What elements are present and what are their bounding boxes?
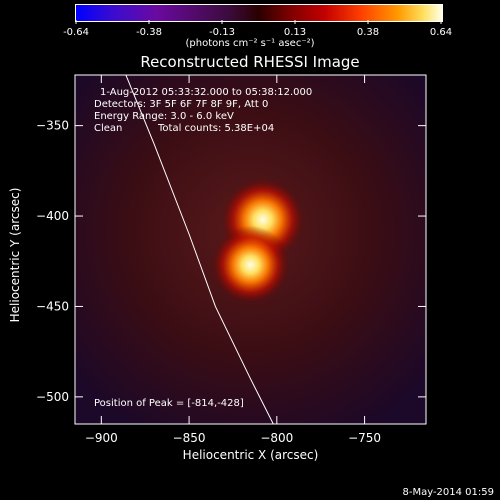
y-axis-label: Heliocentric Y (arcsec): [8, 187, 22, 323]
x-tick-label: −750: [348, 431, 381, 445]
x-tick-label: −900: [85, 431, 118, 445]
colorbar-tick-label: 0.13: [284, 27, 306, 38]
annotation-method: Clean: [94, 123, 123, 134]
y-tick-label: −500: [36, 390, 69, 404]
x-tick-label: −800: [260, 431, 293, 445]
colorbar-tick-label: -0.38: [136, 27, 162, 38]
colorbar-tick-label: 0.38: [357, 27, 379, 38]
colorbar: [75, 4, 443, 22]
y-tick-label: −400: [36, 209, 69, 223]
colorbar-tick-label: 0.64: [430, 27, 452, 38]
chart-title: Reconstructed RHESSI Image: [140, 53, 360, 71]
plot-frame: [74, 74, 427, 425]
y-tick-label: −450: [36, 299, 69, 313]
annotation-energy: Energy Range: 3.0 - 6.0 keV: [94, 111, 234, 122]
x-axis-label: Heliocentric X (arcsec): [182, 448, 319, 462]
colorbar-unit-label: (photons cm⁻² s⁻¹ asec⁻²): [185, 38, 315, 49]
solar-limb-line: [125, 75, 274, 424]
annotation-counts: Total counts: 5.38E+04: [158, 123, 275, 134]
annotation-time: 1-Aug-2012 05:33:32.000 to 05:38:12.000: [100, 87, 313, 98]
colorbar-tick-label: -0.13: [209, 27, 235, 38]
x-tick-label: −850: [173, 431, 206, 445]
colorbar-axis: -0.64 -0.38 -0.13 0.13 0.38 0.64: [63, 20, 452, 38]
annotation-detectors: Detectors: 3F 5F 6F 7F 8F 9F, Att 0: [94, 99, 269, 110]
hxr-source: [211, 225, 290, 305]
footer-timestamp: 8-May-2014 01:59: [402, 487, 494, 498]
y-tick-label: −350: [36, 119, 69, 133]
annotation-peak: Position of Peak = [-814,-428]: [94, 398, 244, 409]
colorbar-tick-label: -0.64: [63, 27, 89, 38]
